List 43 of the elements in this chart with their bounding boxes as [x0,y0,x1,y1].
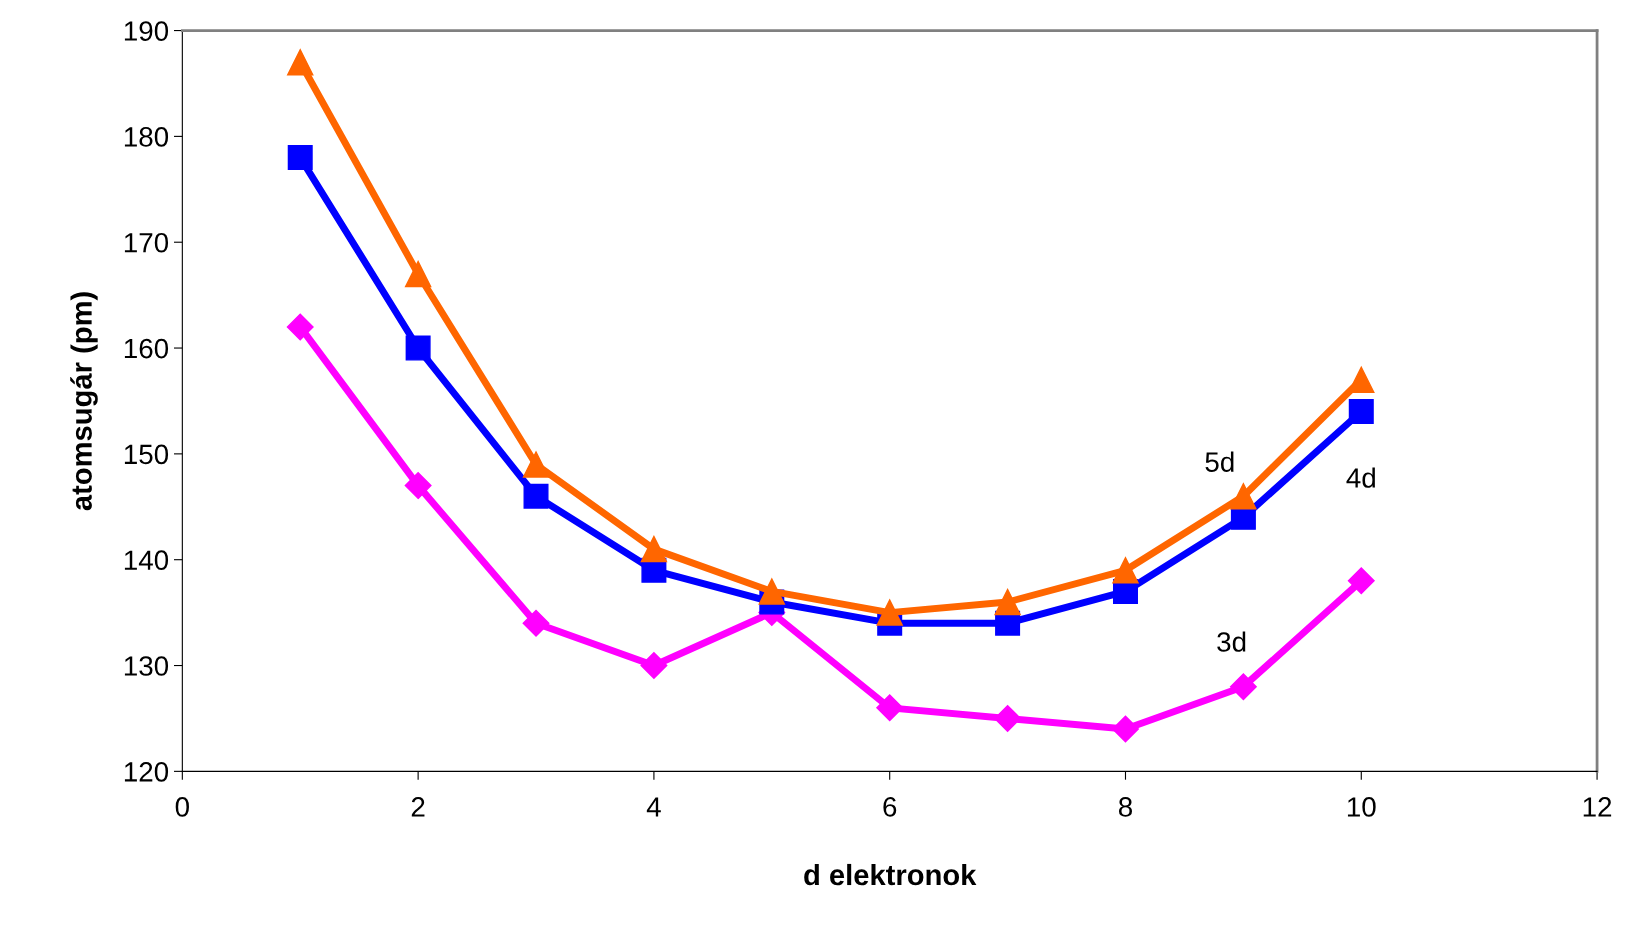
point [876,599,903,626]
point [758,578,786,605]
point [286,313,314,341]
y-tick-label: 130 [124,656,169,676]
x-tick-label: 12 [1583,797,1612,817]
point [523,483,549,509]
point [640,652,668,679]
y-tick-label: 170 [124,232,169,253]
point [1229,673,1257,701]
y-tick-label: 180 [124,127,169,147]
point [1348,399,1374,425]
point [1230,483,1257,510]
x-tick-label: 4 [646,797,661,817]
x-tick-label: 8 [1118,797,1133,817]
series-label: 4d [1346,467,1375,488]
point [876,694,904,722]
y-tick-label: 150 [124,444,169,465]
point [287,145,313,171]
point [994,588,1021,616]
point [522,609,550,637]
x-tick-label: 0 [175,797,189,817]
x-tick-label: 10 [1347,797,1376,817]
point [405,335,431,361]
y-tick-label: 160 [124,338,169,359]
x-axis-title: d elektronok [804,863,977,886]
point [1112,715,1139,743]
y-tick-label: 120 [124,762,169,782]
point [404,472,432,500]
x-tick-label: 2 [411,797,425,817]
point [1347,567,1375,595]
x-tick-label: 6 [883,797,897,817]
y-axis-title: atomsugár (pm) [70,292,98,511]
point [640,535,668,563]
series-label: 3d [1217,631,1246,652]
point [994,704,1022,732]
series-label: 5d [1205,451,1234,472]
y-tick-label: 190 [124,21,169,41]
point [287,49,314,76]
point [1348,366,1375,393]
point [404,260,432,288]
point [1112,557,1139,584]
y-tick-label: 140 [124,550,169,571]
point [522,451,550,478]
